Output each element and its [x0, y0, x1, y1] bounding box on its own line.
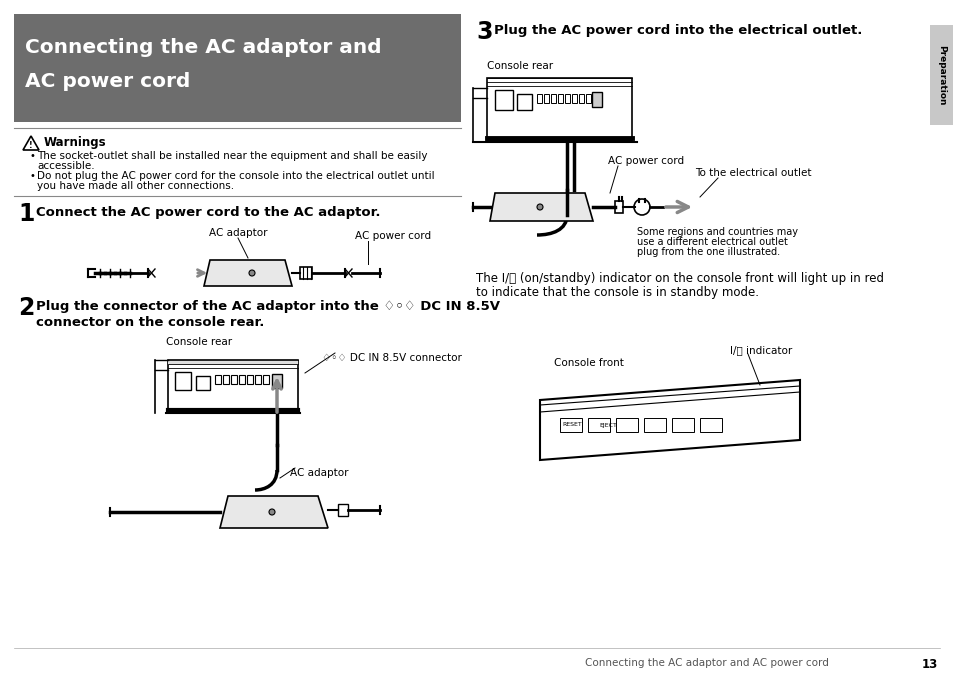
- Bar: [700, 418, 721, 432]
- Bar: [551, 94, 556, 103]
- Text: Warnings: Warnings: [44, 136, 107, 149]
- Bar: [543, 94, 548, 103]
- Text: Some regions and countries may: Some regions and countries may: [637, 227, 797, 237]
- Bar: [247, 375, 253, 384]
- Bar: [239, 375, 245, 384]
- Text: AC power cord: AC power cord: [355, 231, 431, 241]
- Text: To the electrical outlet: To the electrical outlet: [695, 168, 811, 178]
- Text: •: •: [30, 171, 36, 181]
- Text: The socket-outlet shall be installed near the equipment and shall be easily: The socket-outlet shall be installed nea…: [37, 151, 427, 161]
- Bar: [299, 267, 312, 279]
- Text: 2: 2: [18, 296, 34, 320]
- Text: Do not plug the AC power cord for the console into the electrical outlet until: Do not plug the AC power cord for the co…: [37, 171, 435, 181]
- Text: 13: 13: [921, 658, 937, 671]
- Text: Connect the AC power cord to the AC adaptor.: Connect the AC power cord to the AC adap…: [36, 206, 380, 219]
- Text: I/⏻ indicator: I/⏻ indicator: [729, 345, 791, 355]
- Text: !: !: [30, 142, 32, 150]
- Text: RESET: RESET: [561, 423, 581, 427]
- Bar: [14, 14, 460, 122]
- Circle shape: [249, 270, 254, 276]
- Bar: [587, 418, 609, 432]
- Bar: [174, 372, 191, 390]
- Bar: [592, 92, 601, 107]
- Text: you have made all other connections.: you have made all other connections.: [37, 181, 233, 191]
- Bar: [263, 375, 269, 384]
- Polygon shape: [220, 496, 328, 528]
- Bar: [559, 418, 581, 432]
- Text: use a different electrical outlet: use a different electrical outlet: [637, 237, 787, 247]
- Polygon shape: [490, 193, 593, 221]
- Text: Plug the connector of the AC adaptor into the ♢◦♢ DC IN 8.5V: Plug the connector of the AC adaptor int…: [36, 300, 499, 313]
- Bar: [929, 25, 953, 125]
- Bar: [254, 375, 261, 384]
- Bar: [223, 375, 229, 384]
- Text: Connecting the AC adaptor and: Connecting the AC adaptor and: [25, 38, 381, 57]
- Text: AC power cord: AC power cord: [607, 156, 683, 166]
- FancyBboxPatch shape: [168, 360, 297, 412]
- Bar: [585, 94, 590, 103]
- Circle shape: [537, 204, 542, 210]
- Bar: [558, 94, 562, 103]
- Bar: [615, 201, 622, 213]
- Bar: [486, 78, 631, 140]
- Circle shape: [634, 199, 649, 215]
- Bar: [578, 94, 583, 103]
- Text: Connecting the AC adaptor and AC power cord: Connecting the AC adaptor and AC power c…: [584, 658, 828, 668]
- Polygon shape: [168, 360, 297, 365]
- Polygon shape: [539, 380, 800, 460]
- Text: AC adaptor: AC adaptor: [209, 228, 267, 238]
- Text: ♢◦♢ DC IN 8.5V connector: ♢◦♢ DC IN 8.5V connector: [322, 353, 461, 363]
- Text: The I/⏻ (on/standby) indicator on the console front will light up in red: The I/⏻ (on/standby) indicator on the co…: [476, 272, 883, 285]
- Text: EJECT: EJECT: [598, 423, 617, 427]
- Bar: [537, 94, 541, 103]
- Text: plug from the one illustrated.: plug from the one illustrated.: [637, 247, 780, 257]
- Text: AC adaptor: AC adaptor: [290, 468, 348, 478]
- Text: Console front: Console front: [554, 358, 623, 368]
- Text: •: •: [30, 151, 36, 161]
- Text: Console rear: Console rear: [166, 337, 232, 347]
- Text: 1: 1: [18, 202, 34, 226]
- Text: 3: 3: [476, 20, 492, 44]
- Bar: [671, 418, 693, 432]
- Bar: [337, 504, 348, 516]
- Polygon shape: [204, 260, 292, 286]
- Bar: [564, 94, 569, 103]
- Text: connector on the console rear.: connector on the console rear.: [36, 316, 264, 329]
- Bar: [195, 376, 210, 390]
- Bar: [231, 375, 236, 384]
- Text: accessible.: accessible.: [37, 161, 94, 171]
- Bar: [643, 418, 665, 432]
- Bar: [517, 94, 532, 110]
- Bar: [495, 90, 513, 110]
- Text: Plug the AC power cord into the electrical outlet.: Plug the AC power cord into the electric…: [494, 24, 862, 37]
- Bar: [272, 374, 282, 388]
- Bar: [616, 418, 638, 432]
- Text: AC power cord: AC power cord: [25, 72, 191, 91]
- Text: Console rear: Console rear: [486, 61, 553, 71]
- Text: to indicate that the console is in standby mode.: to indicate that the console is in stand…: [476, 286, 759, 299]
- Bar: [214, 375, 221, 384]
- Circle shape: [269, 509, 274, 515]
- Text: Preparation: Preparation: [937, 44, 945, 105]
- Bar: [572, 94, 577, 103]
